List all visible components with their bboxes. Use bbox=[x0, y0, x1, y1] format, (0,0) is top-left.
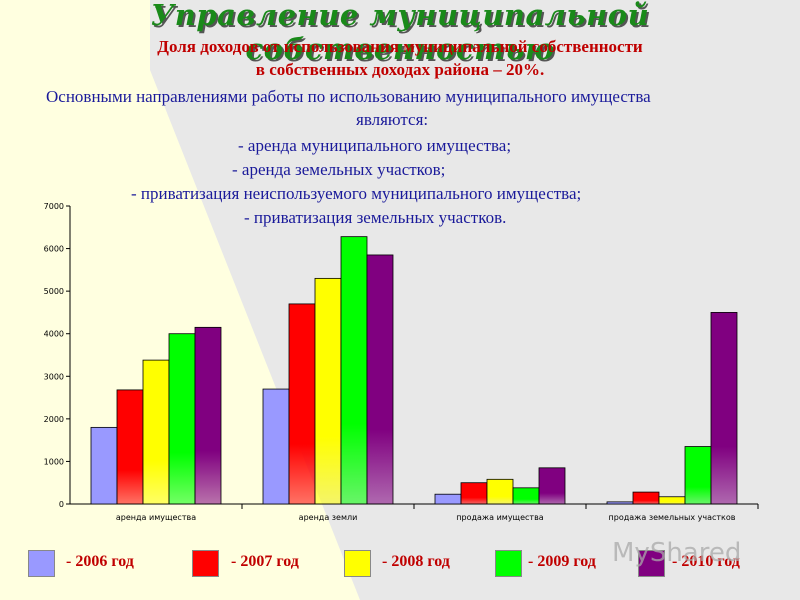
y-tick-label: 4000 bbox=[44, 330, 64, 339]
x-tick-label: аренда земли bbox=[299, 513, 358, 522]
y-tick-label: 5000 bbox=[44, 287, 64, 296]
bar bbox=[538, 467, 566, 505]
legend-label: - 2010 год bbox=[672, 553, 740, 570]
text-line-6: - приватизация земельных участков. bbox=[244, 208, 507, 227]
legend-swatch bbox=[495, 550, 522, 577]
y-tick-label: 2000 bbox=[44, 415, 64, 424]
bar bbox=[288, 303, 316, 505]
bar bbox=[194, 326, 222, 505]
watermark: MyShared bbox=[612, 538, 742, 568]
legend-swatch bbox=[638, 550, 665, 577]
text-line-4: - аренда земельных участков; bbox=[232, 160, 446, 179]
y-tick-label: 3000 bbox=[44, 372, 64, 381]
bar bbox=[512, 487, 540, 505]
bar bbox=[658, 496, 686, 505]
bar bbox=[632, 491, 660, 505]
x-tick-label: аренда имущества bbox=[116, 513, 196, 522]
text-line-1: Основными направлениями работы по исполь… bbox=[46, 87, 651, 106]
bar bbox=[340, 236, 368, 505]
bar bbox=[460, 482, 488, 505]
legend-label: - 2009 год bbox=[528, 553, 596, 570]
legend-label: - 2006 год bbox=[66, 553, 134, 570]
x-tick-label: продажа земельных участков bbox=[609, 513, 736, 522]
legend-swatch bbox=[28, 550, 55, 577]
bar bbox=[366, 254, 394, 505]
page-title: Управление муниципальной собственностью bbox=[150, 0, 650, 66]
bar bbox=[116, 389, 144, 505]
legend-label: - 2007 год bbox=[231, 553, 299, 570]
legend: - 2006 год - 2007 год - 2008 год - 2009 год… bbox=[0, 550, 800, 580]
legend-swatch bbox=[344, 550, 371, 577]
bar bbox=[684, 446, 712, 505]
bar bbox=[606, 501, 634, 505]
text-line-2: являются: bbox=[356, 110, 429, 129]
legend-label: - 2008 год bbox=[382, 553, 450, 570]
bar bbox=[486, 478, 514, 505]
bar bbox=[262, 388, 290, 505]
bar bbox=[710, 312, 738, 505]
x-tick-label: продажа имущества bbox=[456, 513, 543, 522]
bar bbox=[168, 333, 196, 505]
y-tick-label: 0 bbox=[59, 500, 64, 509]
subtitle-line-1: Доля доходов от использования муниципаль… bbox=[157, 37, 643, 56]
subtitle-line-2: в собственных доходах района – 20%. bbox=[255, 60, 545, 79]
y-tick-label: 1000 bbox=[44, 457, 64, 466]
y-tick-label: 7000 bbox=[44, 202, 64, 211]
bar bbox=[90, 426, 118, 505]
bar-chart: 0 1000 2000 3000 4000 5000 6000 7000 аренда имущ… bbox=[44, 202, 759, 522]
y-tick-label: 6000 bbox=[44, 245, 64, 254]
bar bbox=[142, 359, 170, 505]
text-line-3: - аренда муниципального имущества; bbox=[238, 136, 512, 155]
text-line-5: - приватизация неиспользуемого муниципал… bbox=[131, 184, 582, 203]
legend-swatch bbox=[192, 550, 219, 577]
bar bbox=[314, 277, 342, 505]
bar bbox=[434, 493, 462, 505]
